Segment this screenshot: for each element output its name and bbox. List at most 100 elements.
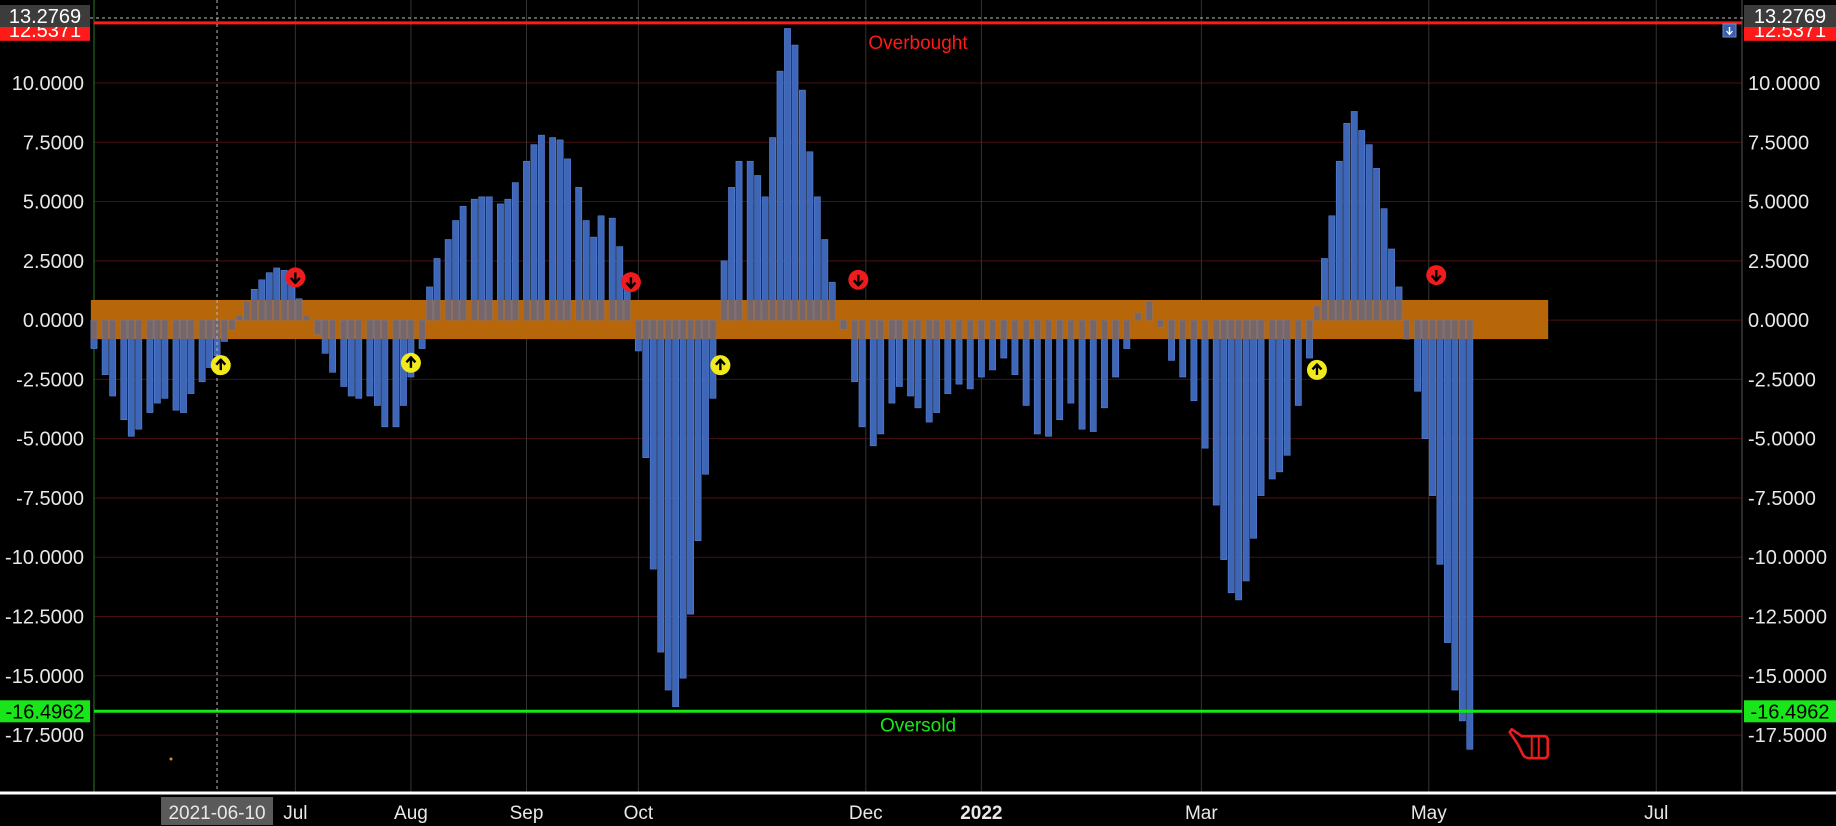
buy-signal-icon[interactable]: [1306, 359, 1327, 380]
oscillator-bar: [858, 319, 866, 428]
oscillator-bar: [989, 319, 996, 371]
y-tick-label-right: -15.0000: [1748, 666, 1827, 688]
oscillator-bar: [1328, 215, 1336, 321]
oscillator-bar: [1250, 319, 1257, 539]
reference-lines: Overbought Oversold: [94, 21, 1742, 736]
oscillator-bar: [1466, 319, 1474, 750]
y-tick-label-right: 7.5000: [1748, 132, 1809, 154]
y-tick-label-right: 10.0000: [1748, 73, 1820, 95]
oscillator-bar: [1145, 300, 1153, 321]
sell-signal-icon[interactable]: [620, 272, 641, 293]
oscillator-bar: [1414, 319, 1422, 392]
pointing-hand-icon: [1508, 727, 1550, 760]
oscillator-bar: [1343, 123, 1351, 321]
oscillator-bar: [321, 319, 329, 354]
oscillator-bar: [1089, 319, 1097, 432]
oscillator-bar: [407, 319, 415, 378]
oscillator-bar: [1056, 319, 1064, 421]
oscillator-bar: [1168, 319, 1175, 361]
y-tick-label-right: -2.5000: [1748, 369, 1816, 391]
oscillator-bar: [1112, 319, 1120, 378]
oscillator-bar: [877, 319, 885, 435]
oscillator-bar: [1078, 319, 1086, 430]
oscillator-bar: [459, 205, 467, 321]
x-tick-label: Jul: [1644, 803, 1668, 824]
oscillator-bar: [109, 319, 117, 397]
oscillator-bar: [1444, 319, 1451, 643]
oscillator-bar: [198, 319, 206, 383]
buy-signal-icon[interactable]: [400, 352, 421, 373]
buy-signal-icon[interactable]: [210, 355, 231, 376]
oscillator-bar: [597, 215, 605, 321]
oscillator-bar: [127, 319, 135, 437]
oscillator-bar: [735, 160, 743, 321]
oscillator-bar: [608, 217, 616, 321]
oscillator-bar: [1380, 208, 1388, 321]
y-tick-label-left: -12.5000: [5, 607, 84, 629]
y-tick-label-right: 5.0000: [1748, 192, 1809, 214]
y-tick-label-left: -2.5000: [16, 369, 84, 391]
y-tick-label-left: -15.0000: [5, 666, 84, 688]
oscillator-bar: [236, 315, 243, 321]
x-tick-label: Aug: [394, 803, 428, 824]
oscillator-bar: [1045, 319, 1052, 437]
buy-signal-icon[interactable]: [710, 355, 731, 376]
x-tick-label: Mar: [1185, 803, 1218, 824]
oscillator-bar: [1451, 319, 1459, 691]
x-tick-label: Sep: [510, 803, 544, 824]
oscillator-bar: [582, 220, 590, 321]
svg-text:-16.4962: -16.4962: [1751, 701, 1830, 723]
oscillator-bar: [1321, 258, 1328, 321]
crosshair-value-flag-left-front: 13.2769: [0, 5, 90, 28]
oscillator-bar: [1306, 319, 1313, 359]
oscillator-bar: [1403, 319, 1410, 340]
svg-text:-16.4962: -16.4962: [6, 701, 85, 723]
oscillator-bar: [180, 319, 187, 413]
oscillator-bar: [1257, 319, 1265, 496]
sell-signal-icon[interactable]: [285, 267, 306, 288]
oscillator-bar: [720, 260, 728, 321]
oscillator-bar: [1011, 319, 1019, 375]
oscillator-bar: [556, 139, 564, 321]
oscillator-bar: [1190, 319, 1198, 402]
oscillator-bar: [840, 319, 847, 330]
oscillator-bar: [146, 319, 154, 413]
oscillator-bar: [977, 319, 985, 378]
oscillator-bar: [575, 187, 583, 321]
oscillator-bar: [828, 281, 836, 321]
oscillator-bar: [485, 196, 493, 321]
oscillator-bar: [888, 319, 896, 404]
oscillator-bar: [1458, 319, 1466, 722]
oscillator-bar: [340, 319, 348, 387]
oscillator-bar: [1313, 305, 1321, 321]
oscillator-bar: [1429, 319, 1436, 496]
oscillator-bar: [329, 319, 337, 373]
scroll-indicator-icon[interactable]: [1722, 23, 1737, 38]
oscillator-bar: [1294, 319, 1302, 406]
sell-signal-icon[interactable]: [848, 269, 869, 290]
oscillator-bar: [258, 279, 266, 321]
oscillator-bar: [470, 198, 478, 321]
oscillator-bar: [452, 220, 460, 321]
oscillator-bar: [381, 319, 389, 428]
oscillator-bar: [925, 319, 933, 423]
oscillator-bar: [1101, 319, 1108, 409]
oscillator-bar: [702, 319, 709, 475]
oscillator-bar: [265, 272, 273, 321]
oscillator-bar: [497, 203, 504, 321]
sell-signal-icon[interactable]: [1426, 265, 1447, 286]
y-tick-label-right: 2.5000: [1748, 251, 1809, 273]
y-tick-label-left: -17.5000: [5, 725, 84, 747]
oscillator-bar: [791, 44, 799, 321]
oscillator-bar: [1156, 319, 1164, 328]
y-tick-label-left: -7.5000: [16, 488, 84, 510]
oversold-label: Oversold: [880, 715, 956, 736]
oscillator-bar: [1350, 111, 1358, 321]
axis-flags: 13.276913.276912.537112.537113.276913.27…: [0, 5, 1836, 723]
x-axis: 2021-06-10 Jul Aug Sep Oct Dec 2022 Mar May Jul: [161, 797, 1668, 825]
oscillator-bar: [907, 319, 914, 397]
oscillator-bar: [944, 319, 952, 394]
oscillator-bar: [444, 239, 452, 321]
